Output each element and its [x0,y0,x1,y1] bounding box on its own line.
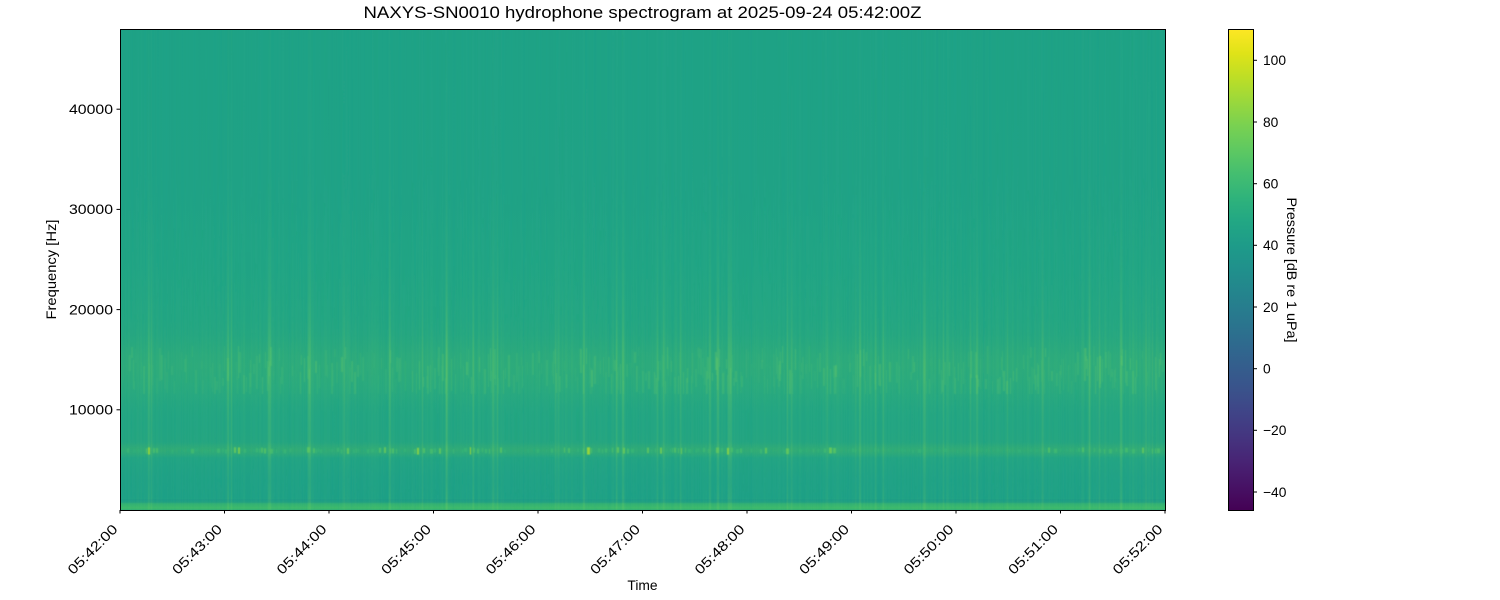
svg-text:60: 60 [1263,177,1279,192]
svg-text:30000: 30000 [69,202,113,217]
svg-text:20: 20 [1263,300,1279,315]
svg-text:−20: −20 [1263,423,1287,438]
svg-text:40000: 40000 [69,102,113,117]
svg-text:10000: 10000 [69,403,113,418]
svg-text:40: 40 [1263,238,1279,253]
svg-text:Pressure [dB re 1 uPa]: Pressure [dB re 1 uPa] [1284,198,1299,343]
svg-text:20000: 20000 [69,302,113,317]
svg-text:0: 0 [1263,362,1271,377]
svg-text:100: 100 [1263,53,1286,68]
svg-text:−40: −40 [1263,485,1287,500]
svg-text:NAXYS-SN0010 hydrophone spectr: NAXYS-SN0010 hydrophone spectrogram at 2… [364,3,922,22]
svg-text:80: 80 [1263,115,1279,130]
svg-text:Time: Time [627,578,657,593]
svg-text:Frequency [Hz]: Frequency [Hz] [44,220,59,320]
